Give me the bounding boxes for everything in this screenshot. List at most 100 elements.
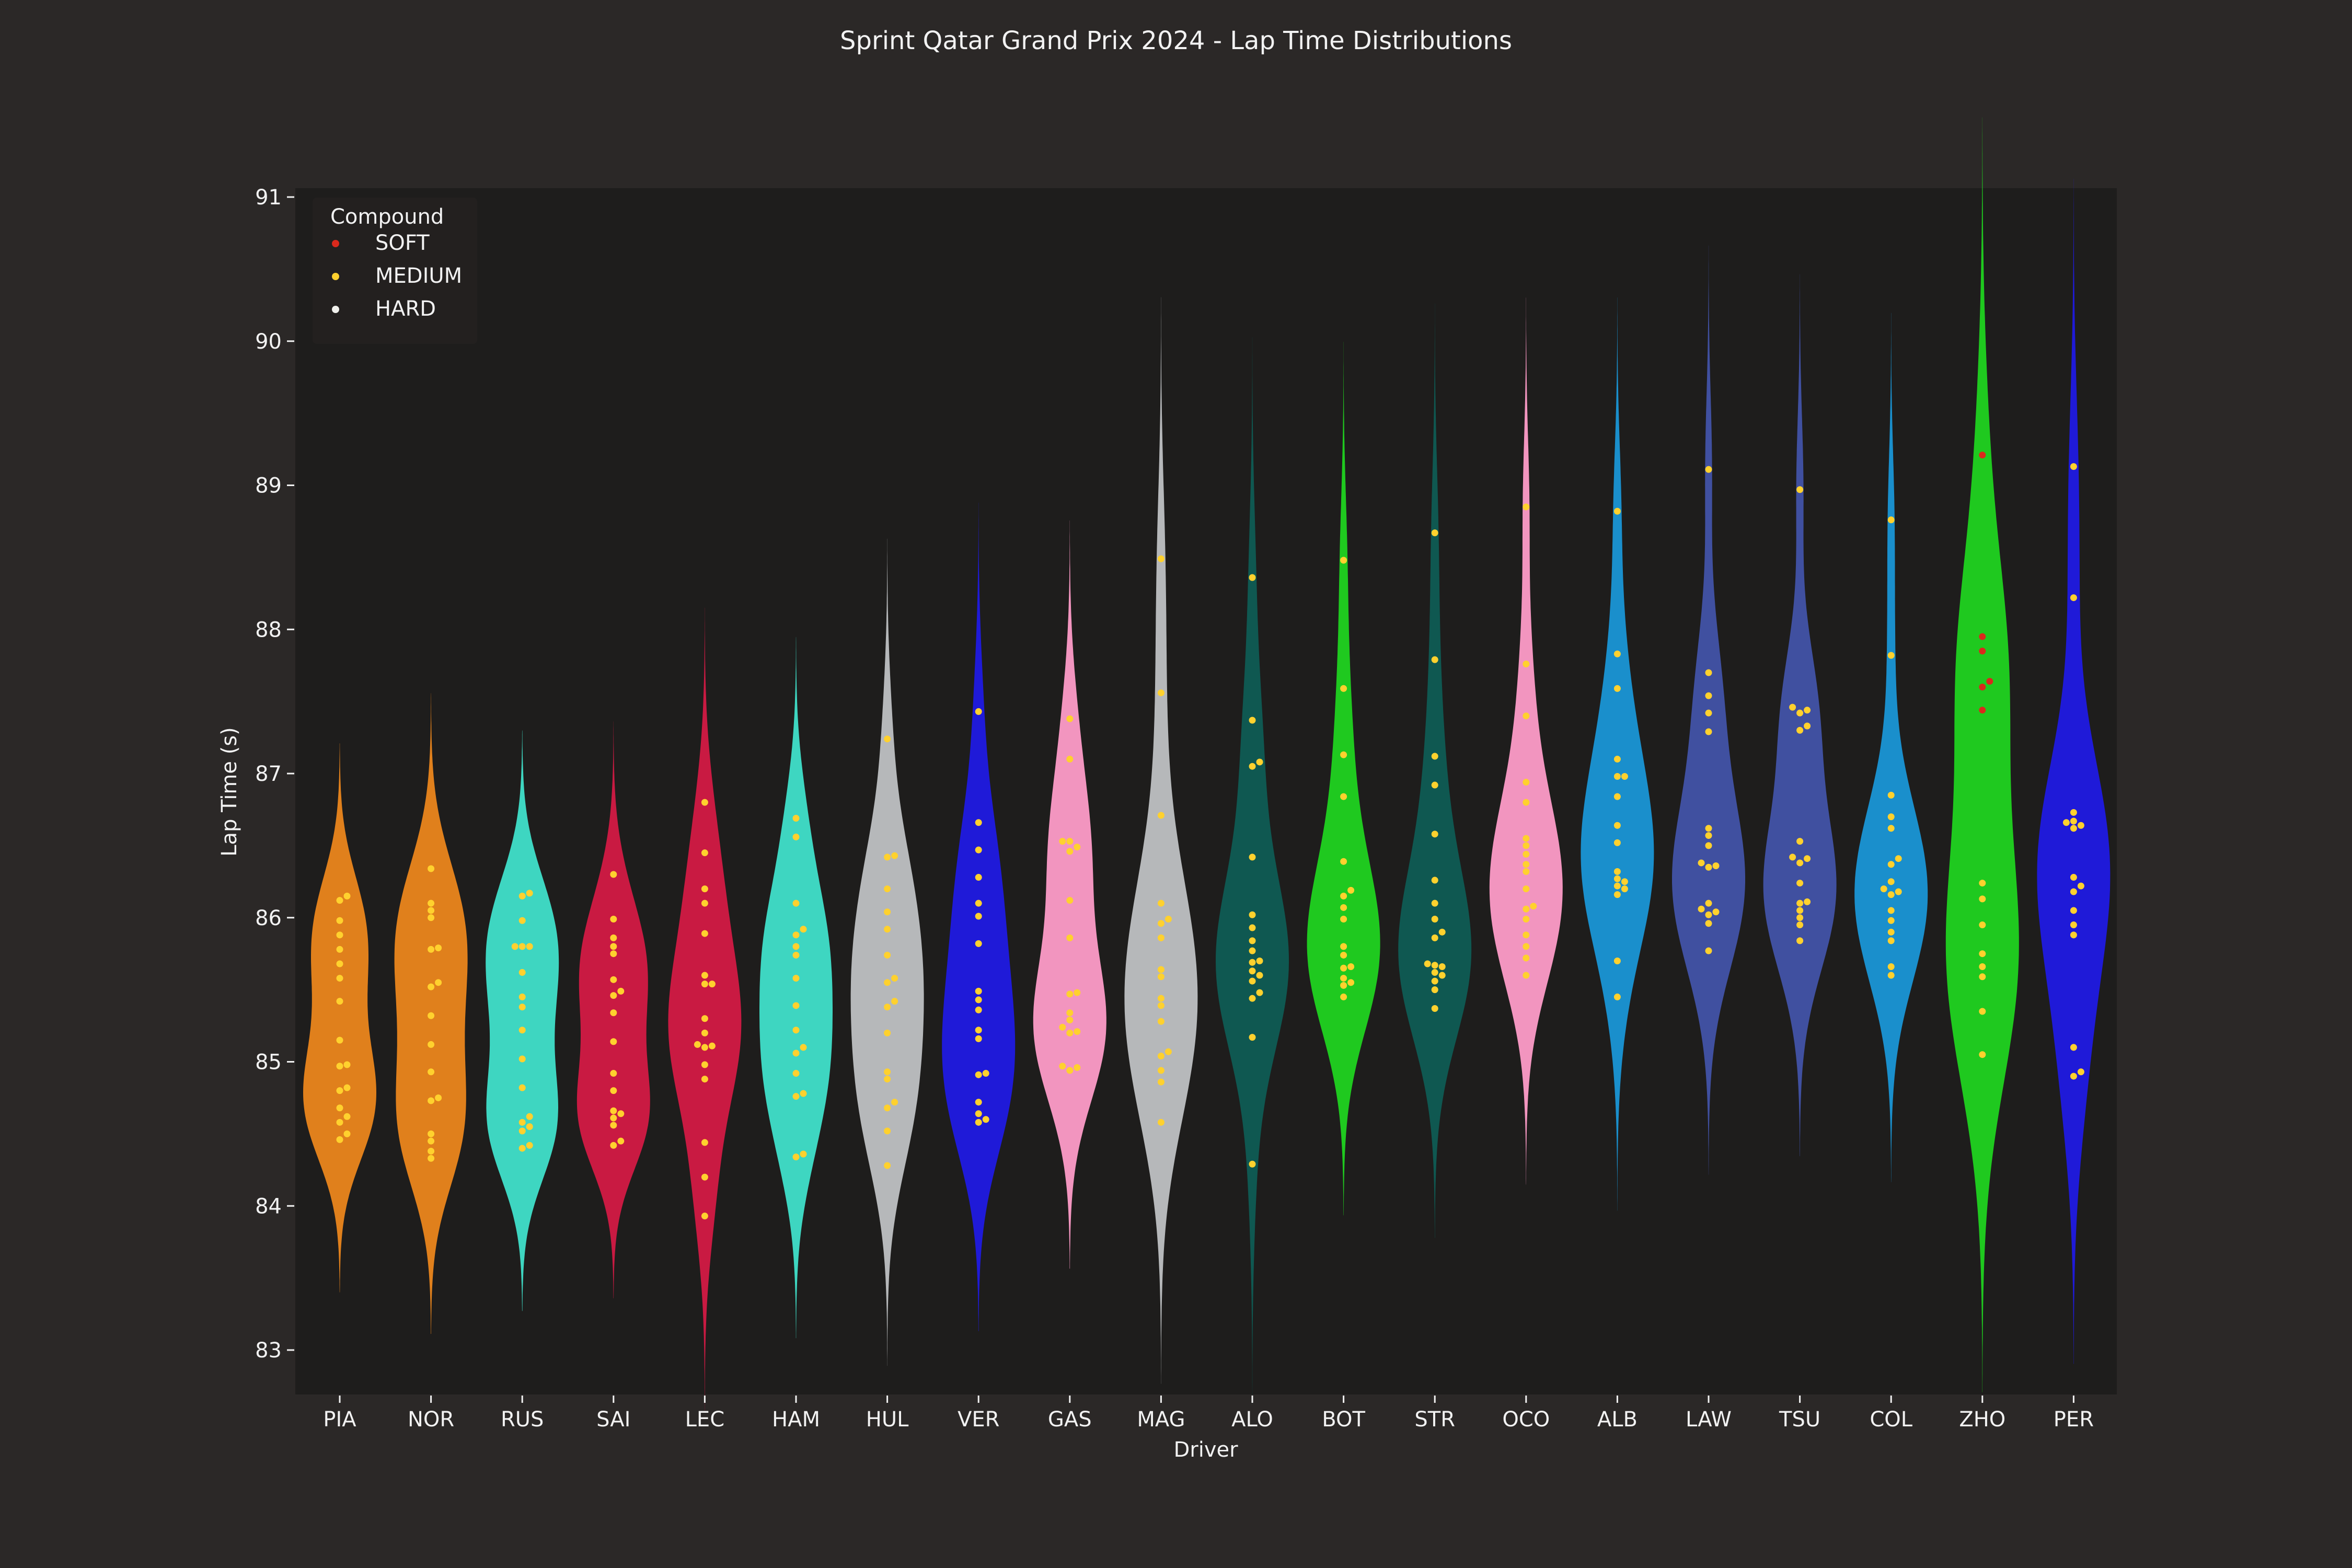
- lap-point-per: [2070, 921, 2077, 929]
- lap-point-nor: [428, 1012, 435, 1019]
- lap-point-nor: [428, 1068, 435, 1076]
- y-tick-label: 87: [255, 762, 282, 786]
- lap-point-alb: [1613, 891, 1621, 898]
- lap-point-sai: [610, 1038, 617, 1045]
- lap-point-pia: [336, 1063, 343, 1070]
- lap-point-rus: [518, 1004, 526, 1011]
- lap-point-ver: [975, 1071, 982, 1078]
- lap-point-tsu: [1804, 707, 1811, 714]
- lap-point-rus: [518, 969, 526, 976]
- lap-point-gas: [1066, 715, 1074, 722]
- lap-point-hul: [884, 1068, 891, 1076]
- lap-point-str: [1431, 831, 1438, 838]
- lap-point-nor: [428, 900, 435, 907]
- lap-point-lec: [701, 1029, 708, 1036]
- legend: Compound SOFT MEDIUM HARD: [313, 198, 477, 344]
- lap-point-bot: [1340, 975, 1347, 982]
- lap-point-lec: [701, 1076, 708, 1083]
- lap-point-per: [2070, 888, 2077, 895]
- lap-point-str: [1431, 781, 1438, 789]
- violins: [303, 117, 2111, 1411]
- lap-point-oco: [1523, 712, 1530, 720]
- x-tick-label-rus: RUS: [501, 1408, 544, 1432]
- lap-point-pia: [343, 1113, 351, 1120]
- lap-point-gas: [1059, 838, 1066, 845]
- lap-point-pia: [343, 892, 351, 900]
- lap-point-law: [1705, 692, 1712, 699]
- lap-point-mag: [1157, 995, 1165, 1002]
- lap-point-ham: [800, 1150, 807, 1158]
- lap-point-law: [1705, 728, 1712, 735]
- lap-point-law: [1712, 862, 1720, 869]
- lap-point-ham: [792, 931, 800, 939]
- lap-point-oco: [1523, 868, 1530, 875]
- lap-point-alo: [1249, 977, 1256, 985]
- lap-point-gas: [1066, 848, 1074, 855]
- lap-point-ver: [975, 819, 982, 826]
- lap-point-gas: [1066, 1017, 1074, 1024]
- lap-point-hul: [891, 975, 898, 982]
- plot-area: [295, 188, 2117, 1394]
- lap-point-str: [1431, 900, 1438, 907]
- lap-point-col: [1887, 928, 1895, 936]
- violin-ham: [759, 637, 833, 1339]
- lap-point-str: [1424, 960, 1431, 967]
- lap-point-sai: [610, 1009, 617, 1017]
- lap-point-nor: [435, 1094, 442, 1101]
- x-tick-label-ver: VER: [958, 1408, 999, 1432]
- lap-point-ver: [975, 987, 982, 995]
- lap-point-oco: [1523, 503, 1530, 511]
- lap-point-tsu: [1796, 937, 1804, 944]
- lap-point-col: [1887, 825, 1895, 832]
- lap-point-hul: [884, 1029, 891, 1036]
- lap-point-rus: [518, 892, 526, 900]
- lap-point-pia: [336, 897, 343, 904]
- lap-point-tsu: [1796, 859, 1804, 867]
- legend-entries: SOFT MEDIUM HARD: [332, 231, 462, 321]
- lap-point-col: [1887, 791, 1895, 799]
- lap-point-col: [1887, 652, 1895, 659]
- lap-point-col: [1887, 972, 1895, 979]
- x-tick-label-alb: ALB: [1597, 1408, 1638, 1432]
- lap-point-alb: [1613, 650, 1621, 658]
- lap-point-mag: [1157, 973, 1165, 981]
- lap-point-oco: [1523, 954, 1530, 962]
- lap-point-per: [2070, 825, 2077, 832]
- lap-point-tsu: [1804, 855, 1811, 862]
- lap-point-pia: [336, 1036, 343, 1044]
- lap-point-per: [2077, 822, 2084, 829]
- lap-point-oco: [1523, 916, 1530, 923]
- lap-point-rus: [518, 1027, 526, 1034]
- lap-point-alo: [1249, 717, 1256, 724]
- lap-point-mag: [1165, 1048, 1172, 1055]
- lap-point-nor: [428, 1097, 435, 1104]
- lap-point-str: [1431, 916, 1438, 923]
- lap-point-lec: [701, 972, 708, 979]
- lap-point-law: [1705, 920, 1712, 927]
- lap-point-sai: [617, 1110, 625, 1117]
- lap-point-col: [1887, 907, 1895, 914]
- lap-point-tsu: [1789, 704, 1796, 711]
- lap-point-nor: [435, 979, 442, 986]
- lap-point-oco: [1523, 861, 1530, 868]
- lap-point-zho: [1979, 895, 1986, 903]
- lap-point-lec: [701, 1139, 708, 1146]
- lap-point-pia: [336, 917, 343, 924]
- lap-point-law: [1705, 825, 1712, 832]
- lap-point-alo: [1249, 924, 1256, 931]
- lap-point-ham: [792, 975, 800, 982]
- lap-point-bot: [1340, 964, 1347, 972]
- x-tick-label-hul: HUL: [866, 1408, 909, 1432]
- lap-point-sai: [610, 976, 617, 983]
- lap-point-alb: [1613, 839, 1621, 846]
- lap-point-alo: [1249, 937, 1256, 944]
- lap-point-pia: [336, 998, 343, 1005]
- lap-point-str: [1431, 962, 1438, 969]
- legend-box: [313, 198, 477, 344]
- lap-point-zho: [1979, 633, 1986, 640]
- lap-point-str: [1431, 753, 1438, 760]
- lap-point-hul: [884, 1004, 891, 1011]
- violin-oco: [1489, 297, 1563, 1185]
- lap-point-col: [1887, 516, 1895, 524]
